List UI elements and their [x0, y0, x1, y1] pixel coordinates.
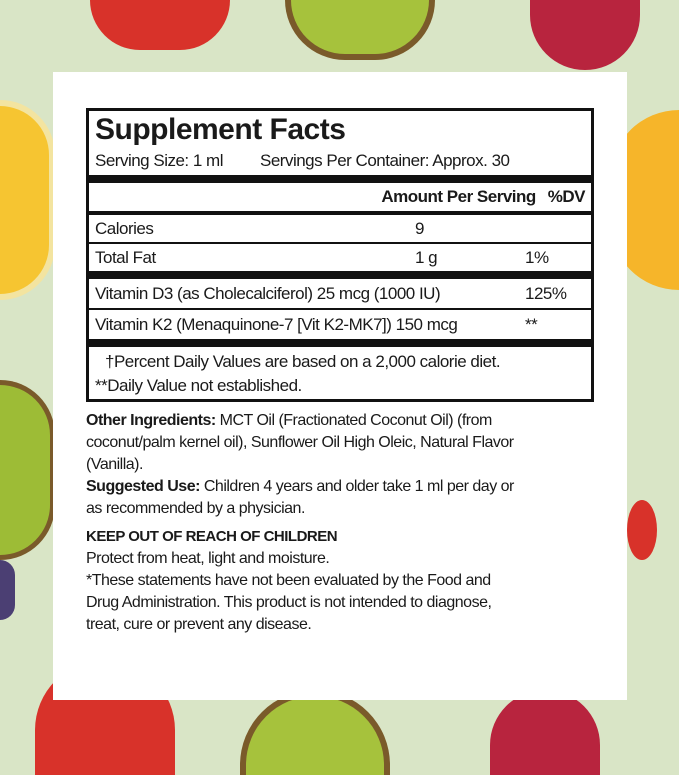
nutrient-row: Vitamin D3 (as Cholecalciferol) 25 mcg (…: [89, 279, 591, 308]
servings-per-container: Servings Per Container: Approx. 30: [260, 151, 510, 170]
nutrient-name: Calories: [95, 218, 154, 238]
strawberry-decoration: [90, 0, 230, 50]
dv-header: %DV: [547, 187, 586, 206]
strawberry-decoration: [627, 500, 657, 560]
nutrient-name: Total Fat: [95, 247, 156, 267]
nutrient-name: Vitamin D3 (as Cholecalciferol) 25 mcg (…: [95, 283, 441, 303]
facts-title: Supplement Facts: [95, 113, 346, 146]
other-ingredients-label: Other Ingredients:: [86, 412, 216, 429]
kiwi-decoration: [285, 0, 435, 60]
raspberry-decoration: [490, 690, 600, 775]
disclaimer-text: Drug Administration. This product is not…: [86, 594, 492, 611]
other-ingredients-text: coconut/palm kernel oil), Sunflower Oil …: [86, 434, 514, 451]
nutrient-row: Total Fat 1 g 1%: [89, 244, 591, 271]
footnote-dv: †Percent Daily Values are based on a 2,0…: [105, 352, 501, 371]
nutrient-dv: 125%: [525, 283, 567, 303]
label-panel: Supplement Facts Serving Size: 1 ml Serv…: [53, 72, 627, 700]
suggested-use-text: as recommended by a physician.: [86, 500, 305, 517]
supplement-facts-table: Supplement Facts Serving Size: 1 ml Serv…: [86, 108, 594, 402]
storage-text: Protect from heat, light and moisture.: [86, 550, 330, 567]
serving-size: Serving Size: 1 ml: [95, 151, 224, 170]
kiwi-decoration: [0, 380, 55, 560]
footnote-not-established: **Daily Value not established.: [95, 375, 302, 395]
nutrient-amount: 9: [415, 218, 424, 238]
nutrient-dv: 1%: [525, 247, 549, 267]
suggested-use-label: Suggested Use:: [86, 478, 200, 495]
nutrient-name: Vitamin K2 (Menaquinone-7 [Vit K2-MK7]) …: [95, 314, 458, 334]
warning-text: KEEP OUT OF REACH OF CHILDREN: [86, 528, 338, 545]
disclaimer-text: *These statements have not been evaluate…: [86, 572, 491, 589]
label-body: Other Ingredients: MCT Oil (Fractionated…: [86, 410, 596, 636]
raspberry-decoration: [530, 0, 640, 70]
other-ingredients-text: (Vanilla).: [86, 456, 143, 473]
other-ingredients-text: MCT Oil (Fractionated Coconut Oil) (from: [215, 412, 493, 429]
nutrient-row: Vitamin K2 (Menaquinone-7 [Vit K2-MK7]) …: [89, 310, 591, 339]
suggested-use-text: Children 4 years and older take 1 ml per…: [199, 478, 515, 495]
disclaimer-text: treat, cure or prevent any disease.: [86, 616, 312, 633]
amount-header: Amount Per Serving: [381, 187, 536, 206]
nutrient-dv: **: [525, 314, 538, 334]
kiwi-decoration: [240, 690, 390, 775]
nutrient-row: Calories 9: [89, 215, 591, 242]
nutrient-amount: 1 g: [415, 247, 438, 267]
orange-decoration: [0, 100, 55, 300]
berry-decoration: [0, 560, 15, 620]
